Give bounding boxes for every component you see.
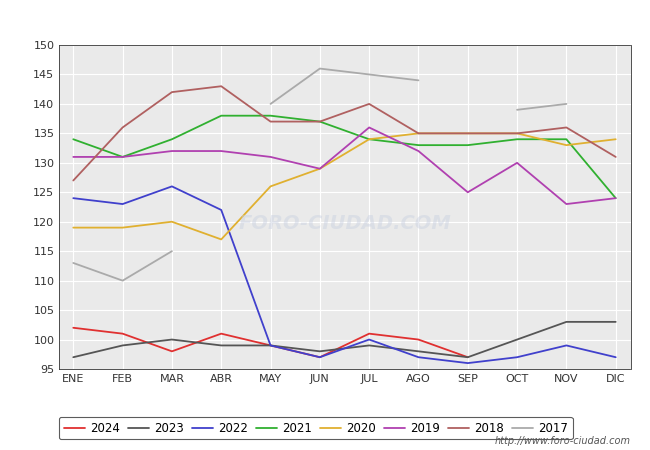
2019 [464,189,472,195]
2024 [365,331,373,336]
Line: 2020: 2020 [73,133,616,239]
2021 [562,136,570,142]
2021 [316,119,324,124]
2021 [612,195,619,201]
Text: Afiliados en San Martín de Oscos a 30/9/2024: Afiliados en San Martín de Oscos a 30/9/… [143,13,507,28]
2021 [514,136,521,142]
2023 [217,343,225,348]
2022 [168,184,176,189]
2020 [316,166,324,171]
2024 [415,337,422,342]
2021 [217,113,225,118]
2018 [316,119,324,124]
2022 [217,207,225,213]
2024 [464,355,472,360]
2021 [168,136,176,142]
2020 [612,136,619,142]
2023 [514,337,521,342]
2019 [217,148,225,154]
2023 [168,337,176,342]
2020 [217,237,225,242]
2022 [70,195,77,201]
2018 [415,130,422,136]
Text: http://www.foro-ciudad.com: http://www.foro-ciudad.com [495,436,630,446]
2022 [562,343,570,348]
2024 [266,343,274,348]
Line: 2022: 2022 [73,186,616,363]
2018 [514,130,521,136]
2023 [415,349,422,354]
2019 [514,160,521,166]
2017 [119,278,127,284]
2022 [316,355,324,360]
2017 [70,260,77,265]
2024 [70,325,77,330]
2019 [266,154,274,160]
2022 [415,355,422,360]
2021 [266,113,274,118]
Line: 2024: 2024 [73,328,468,357]
2021 [464,143,472,148]
2019 [70,154,77,160]
2020 [514,130,521,136]
2018 [612,154,619,160]
2018 [562,125,570,130]
2021 [365,136,373,142]
2023 [562,319,570,324]
2020 [266,184,274,189]
2022 [119,201,127,207]
2020 [464,130,472,136]
2023 [464,355,472,360]
2020 [119,225,127,230]
2023 [119,343,127,348]
Text: FORO-CIUDAD.COM: FORO-CIUDAD.COM [238,214,451,233]
2023 [316,349,324,354]
2018 [266,119,274,124]
2020 [70,225,77,230]
2024 [168,349,176,354]
2019 [119,154,127,160]
2019 [365,125,373,130]
2021 [119,154,127,160]
Line: 2018: 2018 [73,86,616,180]
2022 [514,355,521,360]
2023 [612,319,619,324]
2020 [562,143,570,148]
2023 [266,343,274,348]
2018 [464,130,472,136]
2019 [415,148,422,154]
2022 [266,343,274,348]
2019 [316,166,324,171]
Line: 2023: 2023 [73,322,616,357]
2019 [612,195,619,201]
2018 [70,178,77,183]
2022 [464,360,472,366]
Line: 2021: 2021 [73,116,616,198]
2018 [217,84,225,89]
2024 [217,331,225,336]
2020 [168,219,176,225]
2023 [365,343,373,348]
2022 [365,337,373,342]
2024 [316,355,324,360]
2018 [119,125,127,130]
2019 [168,148,176,154]
2021 [70,136,77,142]
Line: 2019: 2019 [73,127,616,204]
2020 [415,130,422,136]
2018 [168,90,176,95]
2017 [168,248,176,254]
2021 [415,143,422,148]
Line: 2017: 2017 [73,251,172,281]
2023 [70,355,77,360]
2019 [562,201,570,207]
2022 [612,355,619,360]
Legend: 2024, 2023, 2022, 2021, 2020, 2019, 2018, 2017: 2024, 2023, 2022, 2021, 2020, 2019, 2018… [59,417,573,440]
2020 [365,136,373,142]
2024 [119,331,127,336]
2018 [365,101,373,107]
